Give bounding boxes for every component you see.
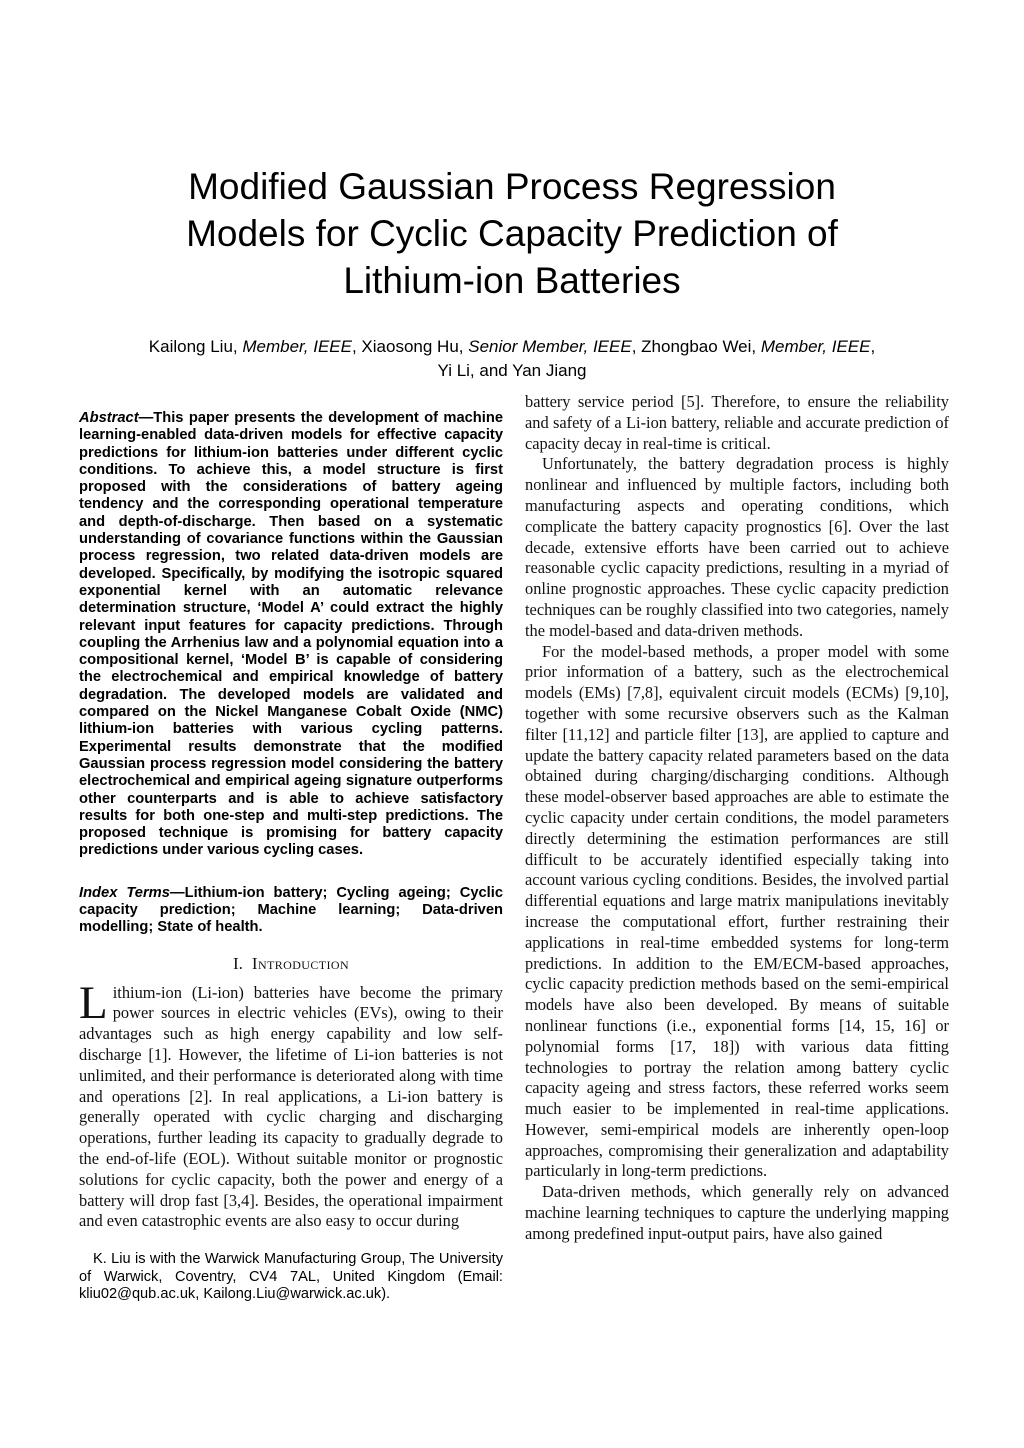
index-terms-paragraph: Index Terms—Lithium-ion battery; Cycling… <box>79 885 503 937</box>
abstract-label: Abstract <box>79 410 139 426</box>
paper-title-line3: Lithium-ion Batteries <box>343 260 681 301</box>
intro-paragraph-text: ithium-ion (Li-ion) batteries have becom… <box>79 982 503 1231</box>
author-role: Member, IEEE <box>760 337 871 356</box>
authors-line2: Yi Li, and Yan Jiang <box>437 361 587 380</box>
author-name: , Xiaosong Hu, <box>351 337 469 356</box>
authors-line1: Kailong Liu, Member, IEEE, Xiaosong Hu, … <box>0 335 1024 359</box>
author-role: Senior Member, IEEE <box>468 337 632 356</box>
body-paragraph: Unfortunately, the battery degradation p… <box>525 454 949 640</box>
dropcap-letter: L <box>79 976 108 1029</box>
index-terms-label: Index Terms <box>79 884 170 901</box>
author-affiliation-footnote: K. Liu is with the Warwick Manufacturing… <box>79 1251 503 1303</box>
left-column: Abstract—This paper presents the develop… <box>79 392 503 1232</box>
author-name: Kailong Liu, <box>148 337 243 356</box>
authors-block: Kailong Liu, Member, IEEE, Xiaosong Hu, … <box>0 335 1024 383</box>
body-paragraph: Data-driven methods, which generally rel… <box>525 1182 949 1243</box>
paper-title-line1: Modified Gaussian Process Regression <box>188 166 836 207</box>
body-paragraph: battery service period [5]. Therefore, t… <box>525 392 949 453</box>
author-separator: , <box>870 337 876 356</box>
paper-title: Modified Gaussian Process Regression Mod… <box>0 0 1024 304</box>
body-paragraph: For the model-based methods, a proper mo… <box>525 641 949 1181</box>
paper-title-line2: Models for Cyclic Capacity Prediction of <box>186 213 838 254</box>
section-number: I. <box>232 953 243 973</box>
author-name: , Zhongbao Wei, <box>631 337 761 356</box>
right-column: battery service period [5]. Therefore, t… <box>525 392 949 1245</box>
section-heading-introduction: I. Introduction <box>79 954 503 974</box>
author-role: Member, IEEE <box>242 337 352 356</box>
two-column-body: Abstract—This paper presents the develop… <box>0 392 1024 1245</box>
abstract-paragraph: Abstract—This paper presents the develop… <box>79 410 503 860</box>
section-title: Introduction <box>251 953 350 973</box>
index-terms-text: —Lithium-ion battery; Cycling ageing; Cy… <box>79 884 503 936</box>
abstract-text: —This paper presents the development of … <box>79 410 503 859</box>
